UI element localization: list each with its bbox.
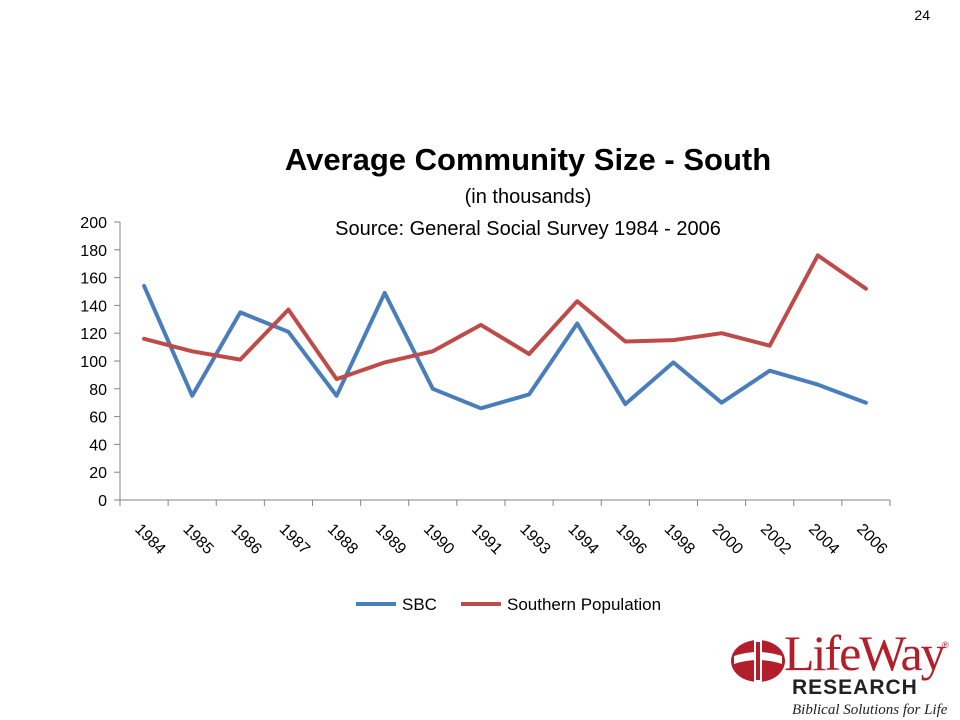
y-tick-label: 160	[80, 271, 107, 288]
logo-wordmark: LifeWay	[784, 625, 946, 681]
lifeway-research-logo: LifeWay ® RESEARCH Biblical Solutions fo…	[728, 625, 956, 718]
x-tick-label: 1985	[179, 521, 216, 558]
chart-title: Average Community Size - South	[285, 142, 771, 177]
y-tick-label: 0	[98, 493, 107, 510]
x-tick-label: 1989	[372, 521, 409, 558]
x-tick-label: 1984	[131, 521, 168, 558]
x-tick-label: 1993	[516, 521, 553, 558]
chart-series	[142, 253, 868, 411]
chart-subtitle: (in thousands)	[465, 186, 592, 208]
x-tick-label: 1988	[324, 521, 361, 558]
page-number: 24	[914, 7, 930, 23]
series-line-southern-population	[142, 253, 868, 382]
x-tick-label: 1994	[564, 521, 601, 558]
y-tick-label: 180	[80, 243, 107, 260]
x-tick-label: 2004	[805, 521, 842, 558]
x-tick-label: 1996	[612, 521, 649, 558]
logo-tagline: Biblical Solutions for Life	[792, 702, 948, 718]
x-tick-label: 1998	[661, 521, 698, 558]
x-tick-label: 2000	[709, 521, 746, 558]
logo-research-text: RESEARCH	[792, 676, 918, 699]
y-tick-label: 20	[89, 465, 107, 482]
x-tick-label: 2002	[757, 521, 794, 558]
x-tick-label: 1990	[420, 521, 457, 558]
line-chart: Average Community Size - South (in thous…	[80, 142, 891, 614]
y-tick-label: 40	[89, 437, 107, 454]
lifeway-cross-icon	[731, 640, 785, 682]
chart-axes: 0 20 40 60 80 100 120 140 160 180 200 1984 1985 1986 1…	[80, 215, 891, 558]
x-tick-label: 1986	[227, 521, 264, 558]
y-tick-label: 80	[89, 382, 107, 399]
x-tick-label: 1991	[468, 521, 505, 558]
x-tick-label: 2006	[853, 521, 890, 558]
y-tick-label: 60	[89, 410, 107, 427]
y-tick-label: 100	[80, 354, 107, 371]
series-line-sbc	[142, 283, 868, 411]
legend-label: Southern Population	[507, 595, 661, 614]
chart-legend: SBC Southern Population	[356, 595, 661, 614]
y-tick-label: 200	[80, 215, 107, 232]
y-tick-label: 120	[80, 326, 107, 343]
chart-source: Source: General Social Survey 1984 - 200…	[335, 218, 721, 240]
y-tick-label: 140	[80, 298, 107, 315]
legend-label: SBC	[402, 595, 437, 614]
x-tick-label: 1987	[276, 521, 313, 558]
logo-registered-mark: ®	[942, 640, 949, 650]
